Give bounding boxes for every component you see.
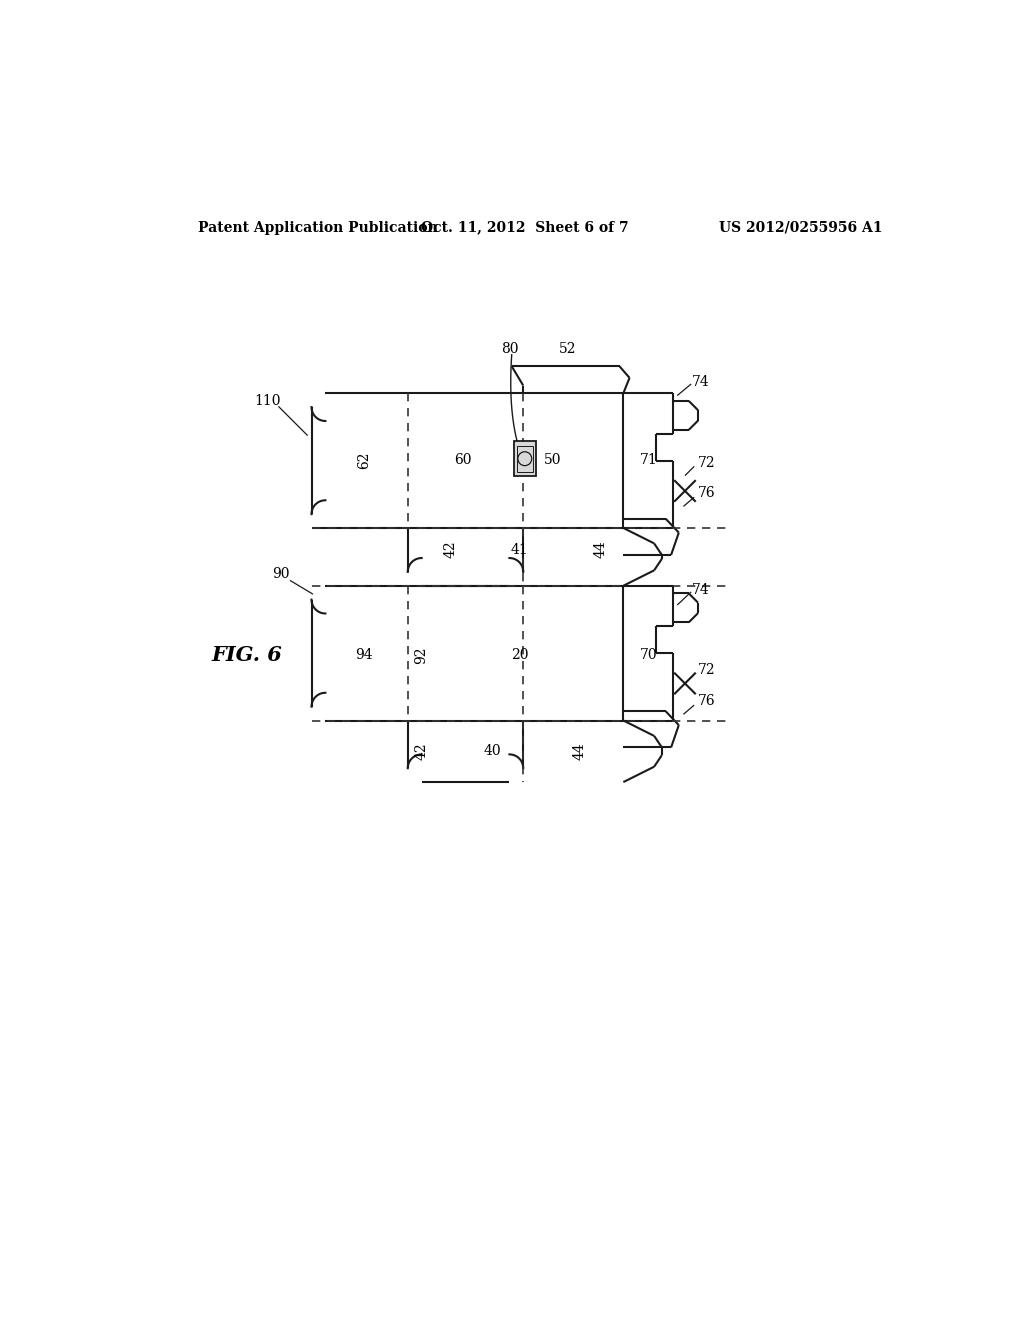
Text: 90: 90 (272, 568, 290, 581)
Text: 71: 71 (640, 453, 657, 467)
Text: 44: 44 (572, 742, 587, 760)
Text: 76: 76 (697, 486, 716, 500)
Text: 80: 80 (501, 342, 518, 356)
Bar (514, 441, 536, 477)
Text: 42: 42 (415, 742, 429, 760)
Text: 74: 74 (691, 375, 710, 388)
Text: 60: 60 (455, 453, 472, 467)
Text: 72: 72 (697, 455, 716, 470)
Text: 40: 40 (483, 744, 502, 758)
Text: Patent Application Publication: Patent Application Publication (198, 220, 437, 235)
Text: 62: 62 (357, 451, 371, 469)
Text: 50: 50 (544, 453, 561, 467)
Text: 72: 72 (697, 664, 716, 677)
Text: Oct. 11, 2012  Sheet 6 of 7: Oct. 11, 2012 Sheet 6 of 7 (421, 220, 629, 235)
Text: 74: 74 (691, 582, 710, 597)
Text: 70: 70 (640, 648, 657, 663)
Text: 44: 44 (593, 541, 607, 558)
Text: FIG. 6: FIG. 6 (211, 645, 283, 665)
Text: 41: 41 (511, 543, 528, 557)
Text: 92: 92 (414, 647, 428, 664)
Text: US 2012/0255956 A1: US 2012/0255956 A1 (719, 220, 883, 235)
Text: 20: 20 (511, 648, 528, 663)
Text: 110: 110 (254, 393, 281, 408)
Text: 52: 52 (559, 342, 577, 356)
Bar (517, 446, 532, 471)
Text: 94: 94 (355, 648, 373, 663)
Text: 42: 42 (443, 541, 457, 558)
Text: 76: 76 (697, 694, 716, 709)
